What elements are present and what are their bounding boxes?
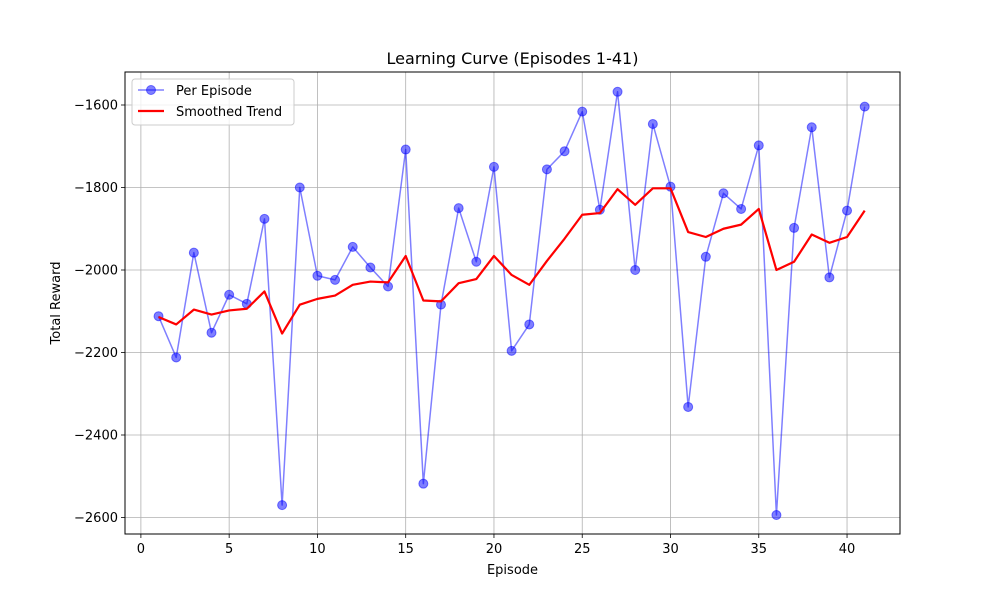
per-episode-point [224,289,235,300]
y-axis-ticks: −2600 −2400 −2200 −2000 −1800 −1600 [74,99,125,526]
y-tick-label: −2000 [74,264,118,279]
per-episode-point [647,118,658,129]
per-episode-point [347,241,358,252]
per-episode-point [683,401,694,412]
per-episode-point [488,161,499,172]
per-episode-point [594,204,605,215]
plot-frame [124,71,901,535]
x-axis-ticks: 0 5 10 15 20 25 30 35 40 [137,534,856,557]
y-tick-label: −2200 [74,346,118,361]
per-episode-point [842,205,853,216]
x-axis-label: Episode [487,563,538,578]
y-tick-label: −1800 [74,181,118,196]
per-episode-point [806,122,817,133]
smoothed-trend-series-line [158,187,866,335]
x-tick-label: 20 [486,542,503,557]
per-episode-point [559,146,570,157]
per-episode-point [753,140,764,151]
x-tick-label: 0 [137,542,145,557]
per-episode-point [630,265,641,275]
per-episode-point [418,478,429,489]
x-tick-label: 25 [574,542,591,557]
per-episode-point [541,164,552,175]
legend-box [131,78,295,126]
per-episode-point [259,213,270,224]
per-episode-point [400,144,411,155]
per-episode-point [577,106,588,117]
legend-smoothed-trend-label: Smoothed Trend [176,105,282,120]
legend-per-episode-marker [146,85,156,95]
per-episode-point [824,272,835,283]
per-episode-point [700,251,711,262]
per-episode-point [789,222,800,233]
per-episode-point [294,182,305,193]
chart-title: Learning Curve (Episodes 1-41) [387,49,639,68]
per-episode-point [718,188,729,199]
per-episode-point [736,203,747,214]
y-axis-label: Total Reward [49,262,64,346]
per-episode-point [506,345,517,356]
per-episode-point [471,256,482,267]
legend-per-episode-label: Per Episode [176,84,252,99]
per-episode-point [612,86,623,97]
per-episode-point [365,262,376,273]
x-tick-label: 30 [662,542,679,557]
per-episode-point [206,327,217,338]
per-episode-point [277,500,288,511]
per-episode-point [188,247,199,258]
x-tick-label: 40 [839,542,856,557]
per-episode-point [771,510,782,521]
per-episode-point [312,270,323,281]
per-episode-point [524,319,535,330]
x-tick-label: 10 [309,542,326,557]
x-tick-label: 5 [225,542,233,557]
per-episode-point [171,352,182,363]
y-tick-label: −2400 [74,429,118,444]
per-episode-point [859,101,870,112]
x-tick-label: 35 [750,542,767,557]
y-tick-label: −1600 [74,99,118,114]
per-episode-point [330,274,341,285]
series-layer [153,86,870,521]
y-tick-label: −2600 [74,511,118,526]
x-tick-label: 15 [397,542,414,557]
legend: Per Episode Smoothed Trend [131,78,295,126]
per-episode-point [453,203,464,214]
